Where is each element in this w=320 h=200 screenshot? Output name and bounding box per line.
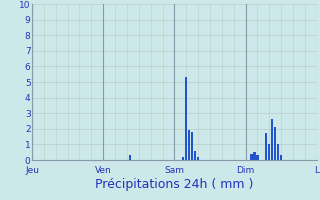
Bar — [253, 152, 256, 160]
Bar — [197, 157, 199, 160]
Bar — [268, 144, 270, 160]
Bar — [271, 119, 273, 160]
Bar — [265, 133, 268, 160]
Bar — [188, 130, 190, 160]
Bar — [191, 132, 193, 160]
Bar — [185, 77, 187, 160]
Bar — [280, 155, 282, 160]
Bar — [182, 157, 184, 160]
Bar — [194, 151, 196, 160]
Bar — [274, 127, 276, 160]
Bar — [251, 154, 252, 160]
Bar — [277, 144, 279, 160]
Bar — [129, 155, 131, 160]
Bar — [256, 155, 259, 160]
X-axis label: Précipitations 24h ( mm ): Précipitations 24h ( mm ) — [95, 178, 253, 191]
